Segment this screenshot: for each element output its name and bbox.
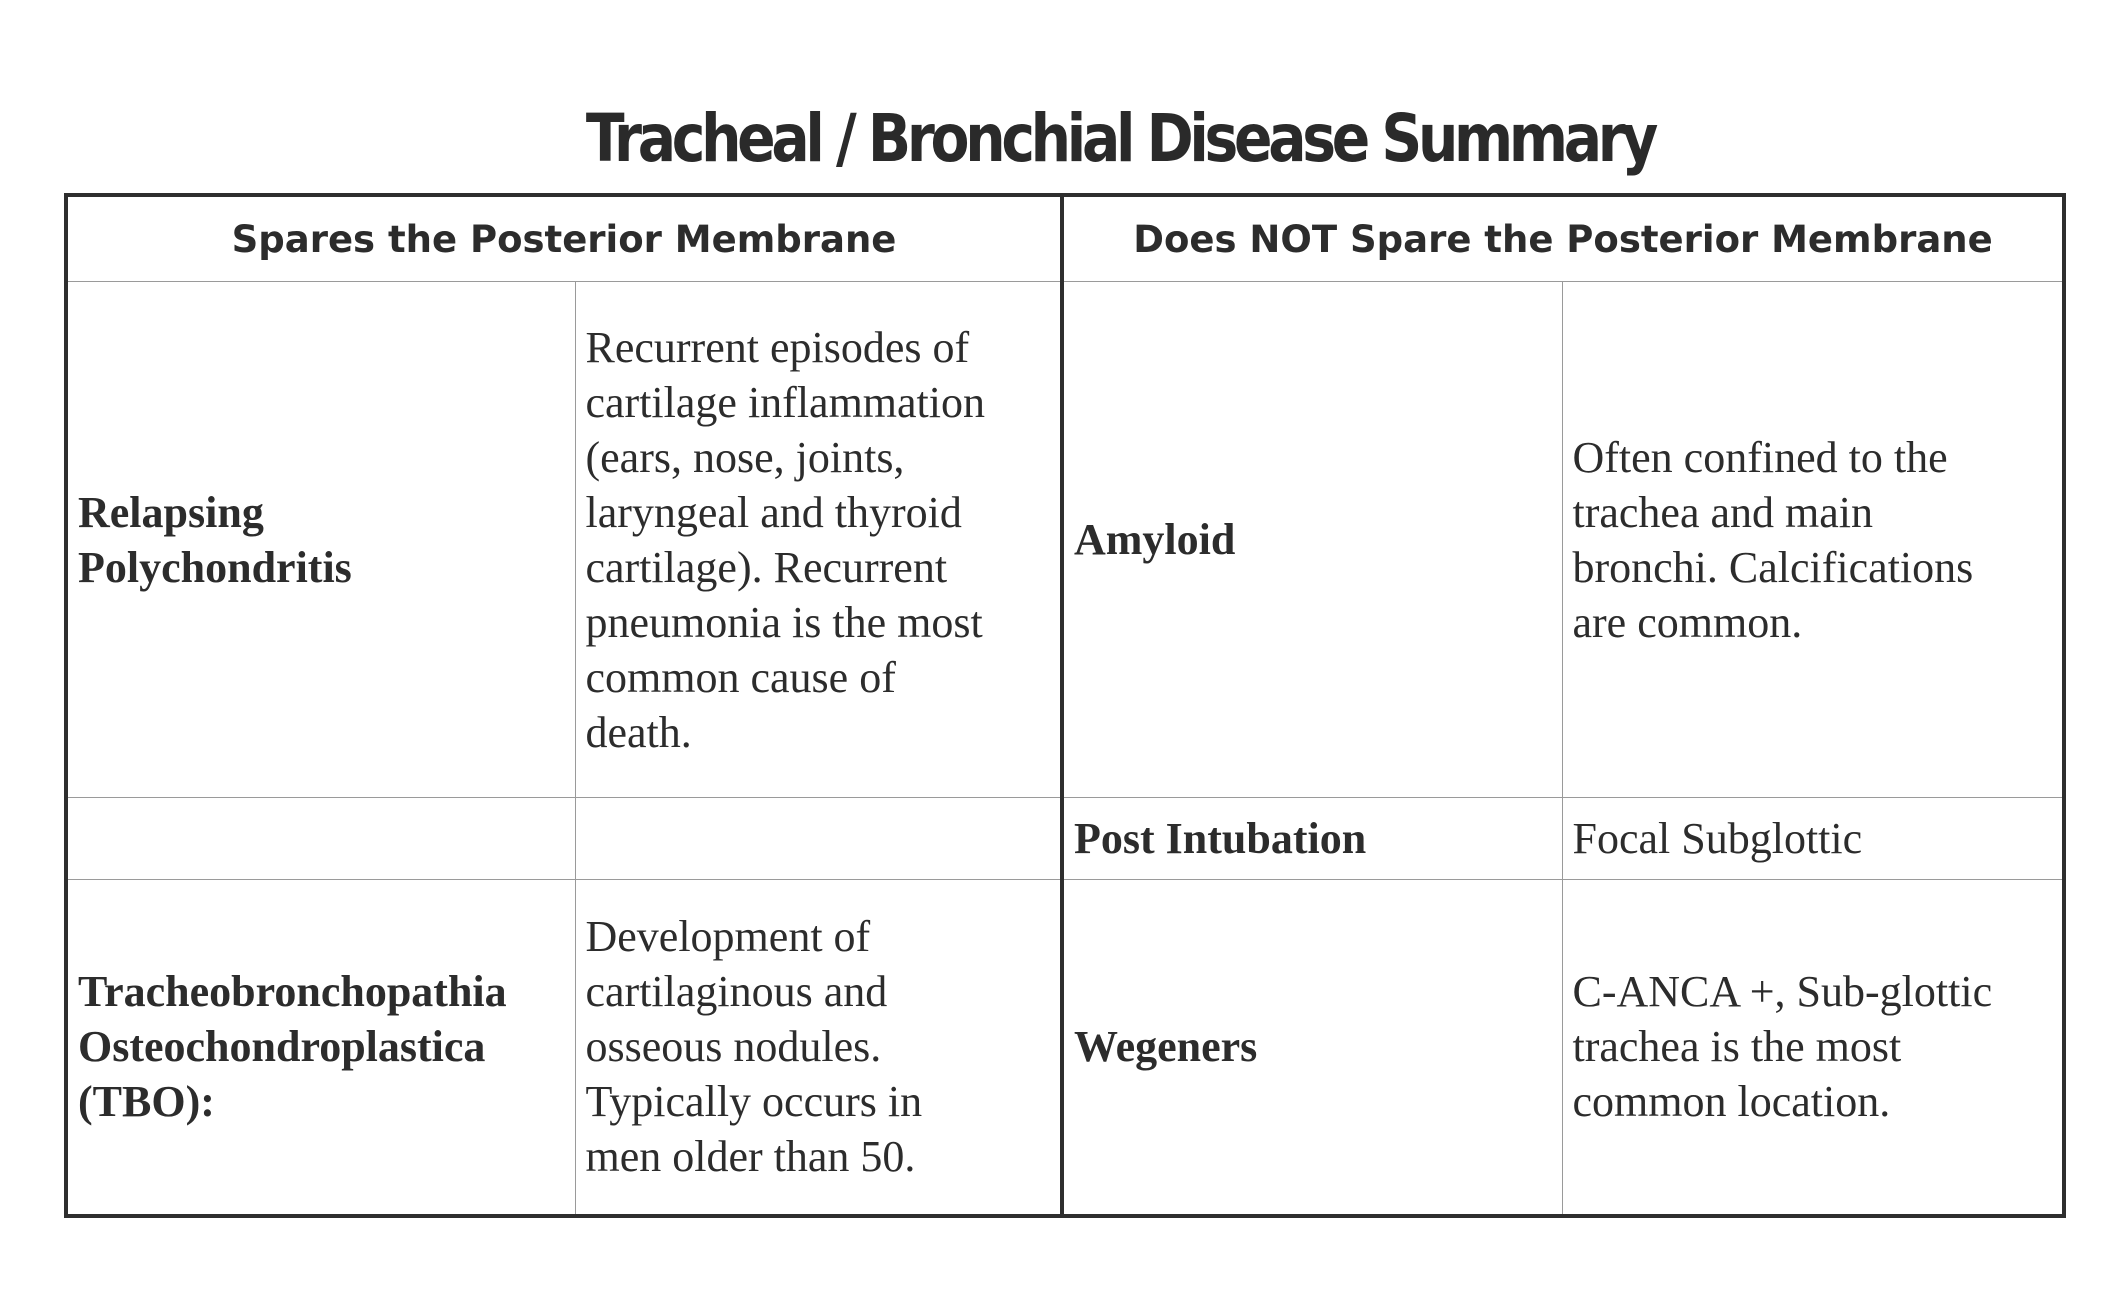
- description-line: Development of: [585, 912, 871, 962]
- description-line: osseous nodules.: [585, 1022, 882, 1072]
- disease-description-cell: Development of cartilaginous and osseous…: [574, 879, 1064, 1216]
- description-line: men older than 50.: [585, 1132, 916, 1182]
- disease-name-line: Amyloid: [1074, 515, 1236, 564]
- disease-description-cell: Often confined to the trachea and main b…: [1561, 281, 2065, 798]
- disease-name-line: Relapsing: [78, 487, 264, 537]
- description-line: Often confined to the: [1572, 432, 1948, 482]
- description-line: are common.: [1572, 597, 1803, 647]
- disease-name-line: Tracheobronchopathia: [78, 967, 507, 1017]
- description-line: common location.: [1572, 1077, 1891, 1127]
- description-line: trachea and main: [1572, 487, 1874, 537]
- disease-name-cell: Amyloid: [1061, 281, 1563, 798]
- description-line: cartilaginous and: [585, 967, 888, 1017]
- description-line: Focal Subglottic: [1572, 814, 1863, 863]
- table-row: Tracheobronchopathia Osteochondroplastic…: [65, 879, 2065, 1216]
- disease-description-cell: C-ANCA +, Sub-glottic trachea is the mos…: [1561, 879, 2065, 1216]
- table-row: Relapsing Polychondritis Recurrent episo…: [65, 281, 2065, 798]
- disease-name-cell: Tracheobronchopathia Osteochondroplastic…: [65, 879, 576, 1216]
- disease-name-line: Wegeners: [1074, 1022, 1258, 1072]
- column-header-spares-posterior-membrane: Spares the Posterior Membrane: [65, 194, 1064, 282]
- column-header-does-not-spare-posterior-membrane: Does NOT Spare the Posterior Membrane: [1061, 194, 2065, 282]
- disease-name-cell: Relapsing Polychondritis: [65, 281, 576, 798]
- description-line: bronchi. Calcifications: [1572, 542, 1974, 592]
- description-line: death.: [585, 707, 692, 757]
- disease-summary-table: Spares the Posterior Membrane Does NOT S…: [64, 193, 2067, 1218]
- disease-description-cell: Recurrent episodes of cartilage inflamma…: [574, 281, 1064, 798]
- description-line: (ears, nose, joints,: [585, 432, 905, 482]
- description-line: trachea is the most: [1572, 1022, 1902, 1072]
- disease-name-line: Osteochondroplastica: [78, 1022, 486, 1072]
- page-title: Tracheal / Bronchial Disease Summary: [585, 100, 1659, 178]
- disease-name-line: (TBO):: [78, 1077, 215, 1127]
- description-line: Typically occurs in: [585, 1077, 923, 1127]
- disease-description-cell: Focal Subglottic: [1561, 797, 2065, 880]
- description-line: cartilage). Recurrent: [585, 542, 948, 592]
- disease-name-cell: Wegeners: [1061, 879, 1563, 1216]
- disease-name-cell: Post Intubation: [1061, 797, 1563, 880]
- disease-name-line: Post Intubation: [1074, 814, 1367, 863]
- table-header-row: Spares the Posterior Membrane Does NOT S…: [65, 194, 2065, 282]
- description-line: common cause of: [585, 652, 896, 702]
- table-row: Post Intubation Focal Subglottic: [65, 797, 2065, 880]
- description-line: C-ANCA +, Sub-glottic: [1572, 967, 1993, 1017]
- description-line: cartilage inflammation: [585, 377, 986, 427]
- disease-name-line: Polychondritis: [78, 542, 352, 592]
- empty-cell: [574, 797, 1064, 880]
- description-line: pneumonia is the most: [585, 597, 983, 647]
- description-line: Recurrent episodes of: [585, 322, 970, 372]
- empty-cell: [65, 797, 576, 880]
- description-line: laryngeal and thyroid: [585, 487, 962, 537]
